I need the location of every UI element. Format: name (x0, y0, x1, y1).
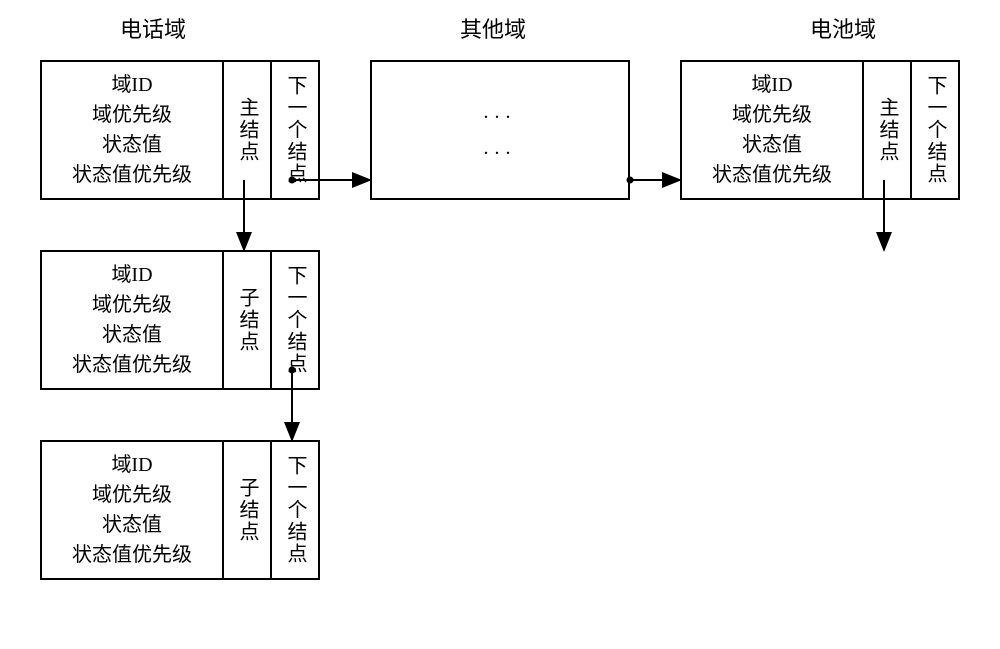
pointer-label: 下一个结点 (280, 75, 310, 185)
field-domain-id: 域ID (111, 70, 152, 100)
field-state-priority: 状态值优先级 (72, 160, 192, 190)
field-state-value: 状态值 (742, 130, 802, 160)
field-domain-id: 域ID (751, 70, 792, 100)
next-node-pointer: 下一个结点 (270, 62, 318, 198)
child-node-pointer: 子结点 (222, 442, 270, 578)
field-state-priority: 状态值优先级 (72, 350, 192, 380)
ellipsis-row: ... (484, 130, 517, 166)
ellipsis-row: ... (484, 94, 517, 130)
ellipsis: ... ... (372, 62, 628, 198)
field-state-priority: 状态值优先级 (712, 160, 832, 190)
other-domain-node: ... ... (370, 60, 630, 200)
pointer-label: 主结点 (232, 97, 262, 163)
node-info: 域ID 域优先级 状态值 状态值优先级 (42, 62, 222, 198)
pointer-label: 子结点 (232, 287, 262, 353)
field-state-value: 状态值 (102, 510, 162, 540)
main-node-pointer: 主结点 (222, 62, 270, 198)
field-state-priority: 状态值优先级 (72, 540, 192, 570)
field-state-value: 状态值 (102, 130, 162, 160)
main-node-pointer: 主结点 (862, 62, 910, 198)
pointer-label: 下一个结点 (280, 455, 310, 565)
battery-main-node: 域ID 域优先级 状态值 状态值优先级 主结点 下一个结点 (680, 60, 960, 200)
child-node-pointer: 子结点 (222, 252, 270, 388)
pointer-label: 主结点 (872, 97, 902, 163)
header-other-domain: 其他域 (460, 12, 526, 44)
pointer-label: 下一个结点 (920, 75, 950, 185)
next-node-pointer: 下一个结点 (270, 442, 318, 578)
node-info: 域ID 域优先级 状态值 状态值优先级 (682, 62, 862, 198)
field-domain-priority: 域优先级 (92, 100, 172, 130)
phone-child-node-2: 域ID 域优先级 状态值 状态值优先级 子结点 下一个结点 (40, 440, 320, 580)
header-phone-domain: 电话域 (120, 12, 186, 44)
field-domain-priority: 域优先级 (92, 290, 172, 320)
next-node-pointer: 下一个结点 (270, 252, 318, 388)
node-info: 域ID 域优先级 状态值 状态值优先级 (42, 252, 222, 388)
node-info: 域ID 域优先级 状态值 状态值优先级 (42, 442, 222, 578)
field-domain-id: 域ID (111, 260, 152, 290)
phone-main-node: 域ID 域优先级 状态值 状态值优先级 主结点 下一个结点 (40, 60, 320, 200)
next-node-pointer: 下一个结点 (910, 62, 958, 198)
field-domain-priority: 域优先级 (92, 480, 172, 510)
linked-list-diagram: 电话域 其他域 电池域 域ID 域优先级 状态值 状态值优先级 主结点 下一个结… (0, 0, 1000, 649)
header-battery-domain: 电池域 (810, 12, 876, 44)
field-domain-id: 域ID (111, 450, 152, 480)
pointer-label: 下一个结点 (280, 265, 310, 375)
pointer-label: 子结点 (232, 477, 262, 543)
field-state-value: 状态值 (102, 320, 162, 350)
field-domain-priority: 域优先级 (732, 100, 812, 130)
phone-child-node-1: 域ID 域优先级 状态值 状态值优先级 子结点 下一个结点 (40, 250, 320, 390)
